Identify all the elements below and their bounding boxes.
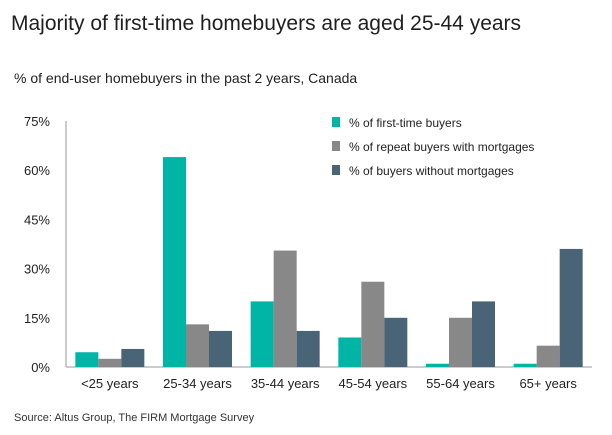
legend: % of first-time buyers % of repeat buyers… [332,116,534,178]
x-tick-label: 65+ years [519,376,577,391]
bar [75,352,99,367]
bar [296,330,320,367]
bar [121,348,145,367]
y-tick-label: 30% [24,262,50,277]
chart-title: Majority of first-time homebuyers are ag… [11,12,522,35]
chart-subtitle: % of end-user homebuyers in the past 2 y… [14,70,358,86]
bar [426,363,449,367]
legend-label: % of buyers without mortgages [349,164,514,178]
bar [338,337,362,367]
y-tick-label: 60% [24,163,50,178]
bar [361,281,385,367]
x-tick-label: 45-54 years [339,376,408,391]
legend-swatch [332,141,340,151]
x-tick-label: 55-64 years [426,376,495,391]
y-tick-label: 75% [24,114,50,129]
bar [250,301,274,367]
y-tick-label: 15% [24,311,50,326]
chart-source: Source: Altus Group, The FIRM Mortgage S… [14,412,255,424]
x-tick-label: 35-44 years [251,376,320,391]
bar [536,345,560,367]
bar [559,248,583,367]
bar [186,324,209,367]
bar [513,363,537,367]
legend-swatch [332,117,340,127]
y-axis: 0% 15% 30% 45% 60% 75% [24,114,67,375]
bar [449,317,472,367]
legend-swatch [332,165,340,175]
bar [472,301,495,367]
bar [98,358,122,367]
legend-label: % of repeat buyers with mortgages [349,140,534,154]
bar [163,157,186,367]
x-tick-label: 25-34 years [163,376,232,391]
y-tick-label: 0% [31,360,50,375]
bar [384,317,408,367]
x-axis: <25 years 25-34 years 35-44 years 45-54 yea… [66,366,592,391]
y-tick-label: 45% [24,212,50,227]
bar [209,330,232,367]
legend-label: % of first-time buyers [349,116,462,130]
bar [273,250,297,367]
bars [75,157,583,367]
x-tick-label: <25 years [81,376,139,391]
